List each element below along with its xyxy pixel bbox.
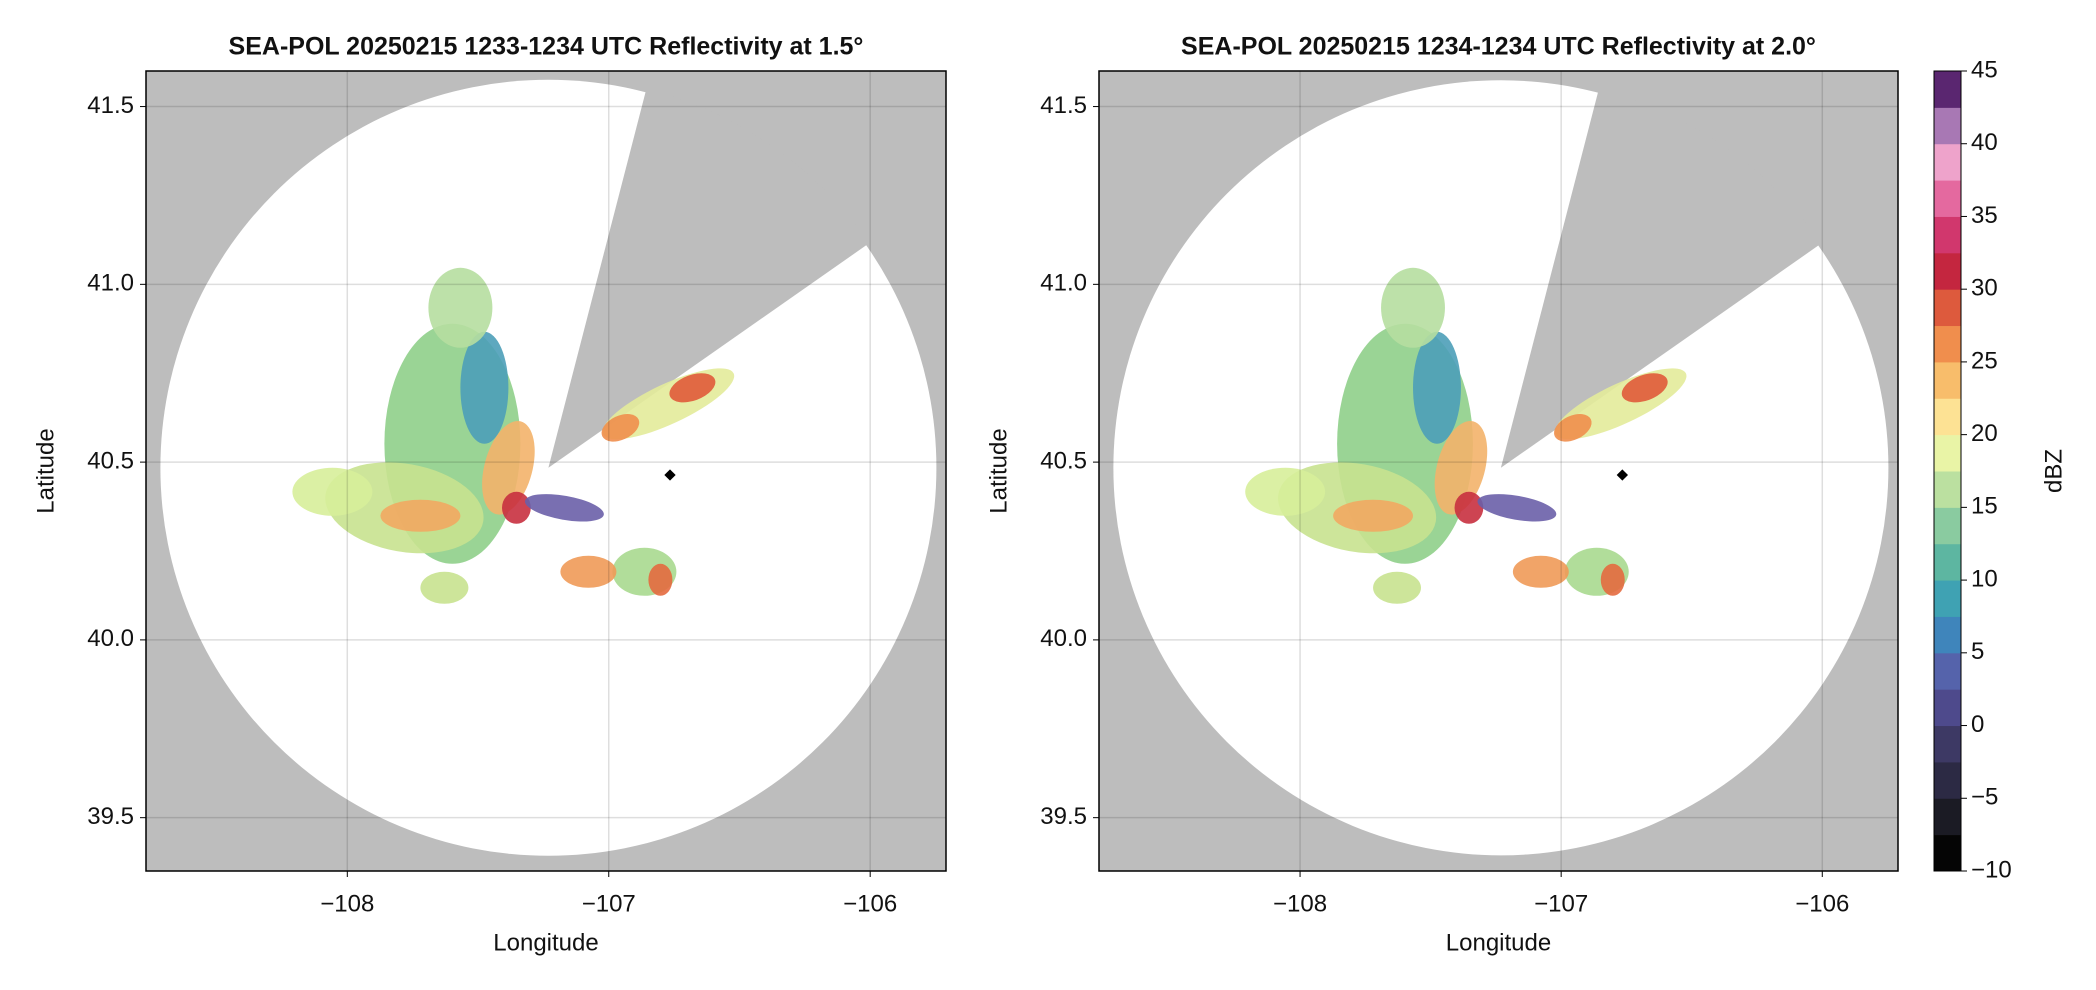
echo <box>1554 414 1592 442</box>
colorbar-band <box>1934 361 1961 399</box>
x-tick-label: −107 <box>1534 890 1588 917</box>
plot-frame <box>145 70 947 872</box>
colorbar-band <box>1934 434 1961 472</box>
echo <box>524 494 604 522</box>
y-tick-label: 41.5 <box>87 92 134 119</box>
echo <box>1333 499 1414 532</box>
x-tick-label: −107 <box>582 890 636 917</box>
echo <box>1413 331 1461 444</box>
colorbar-tick-label: 25 <box>1971 347 1998 374</box>
colorbar-band <box>1934 725 1961 763</box>
y-axis-label: Latitude <box>32 428 59 513</box>
colorbar-tick-label: 45 <box>1971 56 1998 83</box>
echo <box>560 555 617 588</box>
colorbar-band <box>1934 143 1961 181</box>
colorbar-band <box>1934 252 1961 290</box>
colorbar-band <box>1934 180 1961 217</box>
colorbar-band <box>1934 798 1961 836</box>
x-tick-label: −106 <box>1795 890 1849 917</box>
y-tick-label: 41.0 <box>87 270 134 297</box>
x-tick-label: −108 <box>320 890 374 917</box>
echo <box>601 414 640 442</box>
echo <box>482 421 535 515</box>
colorbar-tick-label: 0 <box>1971 711 1984 738</box>
colorbar-band <box>1934 398 1961 436</box>
echo <box>420 571 469 604</box>
echo <box>669 373 716 403</box>
site-marker <box>664 469 676 481</box>
map-area <box>1099 71 1898 871</box>
colorbar-band <box>1934 325 1961 363</box>
colorbar-band <box>1934 616 1961 654</box>
colorbar-band <box>1934 507 1961 545</box>
chart-title: SEA-POL 20250215 1233-1234 UTC Reflectiv… <box>229 33 864 61</box>
echo <box>648 563 673 596</box>
echo <box>1512 555 1569 588</box>
echo <box>1434 421 1488 515</box>
chart-title: SEA-POL 20250215 1234-1234 UTC Reflectiv… <box>1181 33 1816 61</box>
x-axis-label: Longitude <box>1446 929 1551 956</box>
colorbar-tick-label: 20 <box>1971 420 1998 447</box>
site-marker <box>1616 469 1629 481</box>
x-tick-label: −106 <box>843 890 897 917</box>
echo <box>1477 494 1557 522</box>
y-tick-label: 41.0 <box>1040 270 1087 297</box>
colorbar-band <box>1934 689 1961 727</box>
colorbar-band <box>1934 71 1961 108</box>
colorbar-frame <box>1933 70 1962 872</box>
y-tick-label: 40.5 <box>87 447 134 474</box>
y-tick-label: 40.5 <box>1040 447 1087 474</box>
echo <box>1381 267 1445 348</box>
colorbar-band <box>1934 580 1961 617</box>
colorbar-band <box>1934 761 1961 799</box>
echo <box>1454 491 1484 524</box>
colorbar-band <box>1934 216 1961 254</box>
y-tick-label: 40.0 <box>1040 625 1087 652</box>
echo <box>1373 571 1421 604</box>
colorbar-tick-label: 15 <box>1971 493 1998 520</box>
echo <box>1600 563 1625 596</box>
colorbar-label: dBZ <box>2040 449 2067 493</box>
colorbar-band <box>1934 289 1961 327</box>
colorbar-tick-label: 30 <box>1971 275 1998 302</box>
blocked-sector <box>1500 88 1822 468</box>
colorbar-tick-label: −5 <box>1971 784 1998 811</box>
colorbar-tick-label: 40 <box>1971 129 1998 156</box>
y-axis-label: Latitude <box>985 428 1012 513</box>
y-tick-label: 40.0 <box>87 625 134 652</box>
colorbar-band <box>1934 543 1961 581</box>
y-tick-label: 39.5 <box>87 803 134 830</box>
colorbar-tick-label: −10 <box>1971 856 2012 883</box>
echo <box>1621 373 1668 403</box>
plot-frame <box>1098 70 1899 872</box>
colorbar-band <box>1934 652 1961 690</box>
echo <box>380 499 461 532</box>
colorbar-band <box>1934 834 1961 872</box>
colorbar-tick-label: 5 <box>1971 638 1984 665</box>
echo <box>428 267 493 348</box>
colorbar-tick-label: 35 <box>1971 202 1998 229</box>
colorbar-band <box>1934 107 1961 145</box>
echo <box>460 331 509 444</box>
map-area <box>146 71 946 871</box>
echo <box>502 491 531 524</box>
colorbar-tick-label: 10 <box>1971 565 1998 592</box>
blocked-sector <box>548 88 870 468</box>
y-tick-label: 41.5 <box>1040 92 1087 119</box>
echo <box>1245 467 1326 516</box>
x-tick-label: −108 <box>1273 890 1327 917</box>
colorbar-band <box>1934 471 1961 508</box>
echo <box>292 467 373 516</box>
y-tick-label: 39.5 <box>1040 803 1087 830</box>
x-axis-label: Longitude <box>493 929 598 956</box>
